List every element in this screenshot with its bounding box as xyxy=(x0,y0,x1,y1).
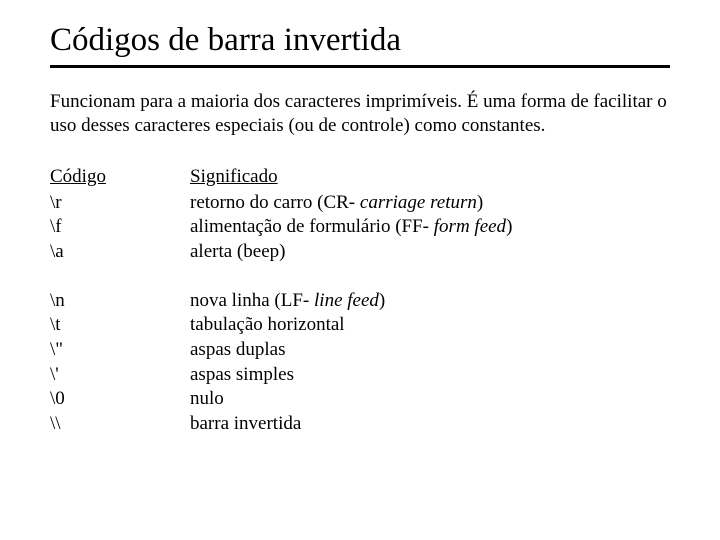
meaning-text: nova linha (LF- xyxy=(190,290,314,311)
meaning-italic: line feed xyxy=(314,290,379,311)
meaning-text: alimentação de formulário (FF- xyxy=(190,216,434,237)
code-cell: \n xyxy=(50,289,190,314)
codes-table: Código \r \f \a \n \t \" \' \0 \\ Signif… xyxy=(50,166,670,437)
code-cell: \' xyxy=(50,363,190,388)
meaning-suffix: ) xyxy=(506,216,512,237)
group-spacer xyxy=(190,265,670,289)
meaning-text: nulo xyxy=(190,388,224,409)
code-cell: \t xyxy=(50,313,190,338)
slide-title: Códigos de barra invertida xyxy=(50,22,670,59)
meaning-italic: form feed xyxy=(434,216,506,237)
meaning-cell: aspas simples xyxy=(190,363,670,388)
meaning-column: Significado retorno do carro (CR- carria… xyxy=(190,166,670,437)
meaning-text: alerta (beep) xyxy=(190,241,285,262)
meaning-text: tabulação horizontal xyxy=(190,314,345,335)
meaning-cell: retorno do carro (CR- carriage return) xyxy=(190,191,670,216)
meaning-cell: aspas duplas xyxy=(190,338,670,363)
code-cell: \f xyxy=(50,215,190,240)
meaning-cell: alerta (beep) xyxy=(190,240,670,265)
meaning-text: barra invertida xyxy=(190,413,301,434)
meaning-cell: alimentação de formulário (FF- form feed… xyxy=(190,215,670,240)
code-cell: \\ xyxy=(50,412,190,437)
meaning-cell: nova linha (LF- line feed) xyxy=(190,289,670,314)
meaning-suffix: ) xyxy=(379,290,385,311)
meaning-cell: barra invertida xyxy=(190,412,670,437)
meaning-header: Significado xyxy=(190,166,610,188)
group-spacer xyxy=(50,265,190,289)
code-cell: \r xyxy=(50,191,190,216)
meaning-italic: carriage return xyxy=(360,192,477,213)
codes-column: Código \r \f \a \n \t \" \' \0 \\ xyxy=(50,166,190,437)
meaning-text: aspas simples xyxy=(190,364,294,385)
meaning-text: retorno do carro (CR- xyxy=(190,192,360,213)
intro-paragraph: Funcionam para a maioria dos caracteres … xyxy=(50,90,670,138)
meaning-cell: nulo xyxy=(190,387,670,412)
meaning-suffix: ) xyxy=(477,192,483,213)
title-rule xyxy=(50,65,670,68)
code-cell: \a xyxy=(50,240,190,265)
code-header: Código xyxy=(50,166,106,188)
meaning-cell: tabulação horizontal xyxy=(190,313,670,338)
meaning-text: aspas duplas xyxy=(190,339,286,360)
code-cell: \0 xyxy=(50,387,190,412)
code-cell: \" xyxy=(50,338,190,363)
